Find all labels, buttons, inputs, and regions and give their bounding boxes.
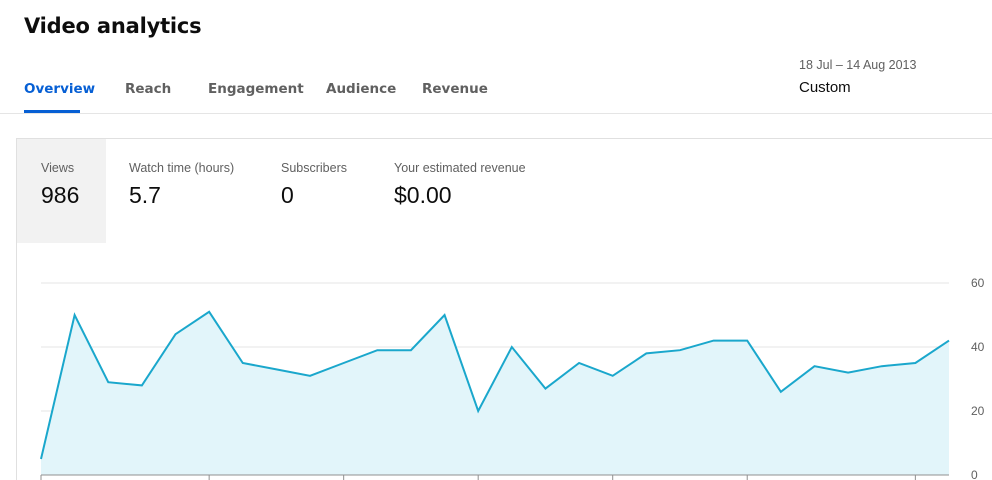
tab-overview-label: Overview [24,81,96,97]
y-tick-label: 40 [971,340,985,354]
views-data-point [476,409,480,413]
tab-revenue-label: Revenue [422,81,488,97]
tab-reach[interactable]: Reach [125,81,171,113]
date-range: 18 Jul – 14 Aug 2013 [799,58,917,72]
views-data-point [577,361,581,365]
views-data-point [880,364,884,368]
y-tick-label: 0 [971,468,978,480]
tab-audience-label: Audience [326,81,397,97]
views-data-point [342,361,346,365]
metric-subscribers-label: Subscribers [281,161,347,175]
y-tick-label: 60 [971,276,985,290]
period-selector[interactable]: Custom [799,79,851,96]
views-data-point [106,380,110,384]
metric-watch-time-label: Watch time (hours) [129,161,235,175]
tab-engagement-label: Engagement [208,81,304,97]
views-data-point [712,339,716,343]
metric-views[interactable]: Views 986 [17,139,106,243]
tab-overview[interactable]: Overview [24,81,95,113]
views-data-point [73,313,77,317]
views-data-point [611,374,615,378]
metric-watch-time[interactable]: Watch time (hours) 5.7 [106,139,258,243]
views-data-point [140,383,144,387]
views-data-point [274,367,278,371]
views-data-point [207,310,211,314]
views-data-point [812,364,816,368]
metric-revenue-value: $0.00 [394,182,452,208]
tab-revenue[interactable]: Revenue [422,81,488,113]
views-data-point [375,348,379,352]
tab-engagement[interactable]: Engagement [208,81,304,113]
header-divider [0,113,992,114]
page-title: Video analytics [24,14,202,38]
views-data-point [510,345,514,349]
views-data-point [409,348,413,352]
metric-watch-time-value: 5.7 [129,182,161,208]
metric-views-label: Views [41,161,75,175]
views-data-point [308,374,312,378]
y-tick-label: 20 [971,404,985,418]
views-data-point [779,390,783,394]
views-data-point [443,313,447,317]
active-tab-indicator [24,110,80,113]
views-data-point [174,332,178,336]
views-data-point [543,387,547,391]
views-area-fill [41,311,949,475]
views-series-line [40,310,950,460]
metric-views-value: 986 [41,182,80,208]
metrics-card: Views 986 Watch time (hours) 5.7 Subscri… [16,138,992,480]
views-data-point [947,339,951,343]
metric-revenue-label: Your estimated revenue [394,161,526,175]
metric-subscribers-value: 0 [281,182,294,208]
views-data-point [678,348,682,352]
tab-audience[interactable]: Audience [326,81,396,113]
metric-subscribers[interactable]: Subscribers 0 [258,139,370,243]
views-data-point [644,351,648,355]
views-data-point [241,361,245,365]
views-data-point [39,457,43,461]
views-data-point [846,371,850,375]
metric-revenue[interactable]: Your estimated revenue $0.00 [370,139,540,243]
views-data-point [745,339,749,343]
tab-reach-label: Reach [125,81,172,97]
views-data-point [913,361,917,365]
